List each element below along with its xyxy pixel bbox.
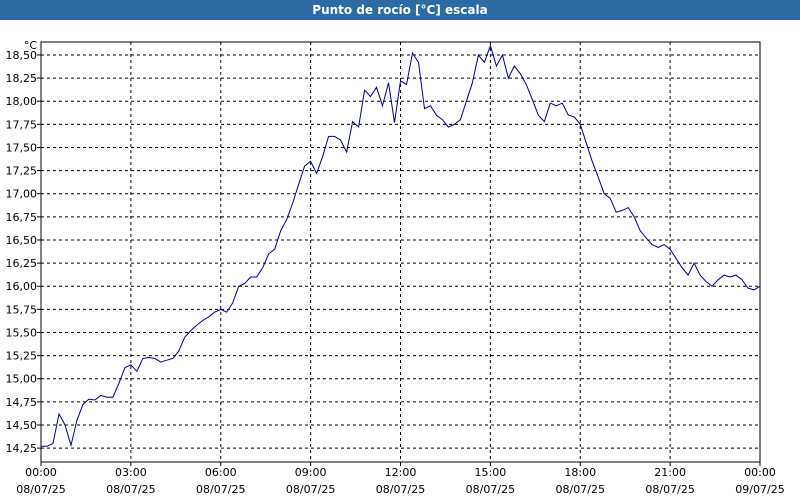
x-tick-label-time: 09:00 (295, 466, 327, 479)
x-tick-label-date: 08/07/25 (466, 483, 515, 496)
dew-point-chart: 14,25 14,50 14,75 15,00 15,25 15,50 15,75 16,00… (6, 39, 785, 496)
x-axis: 00:00 08/07/25 03:00 08/07/25 06:00 08/07/25 0… (16, 462, 785, 496)
y-tick-label: 15,50 (6, 326, 38, 339)
y-tick-label: 17,25 (6, 165, 38, 178)
y-tick-label: 14,25 (6, 442, 38, 455)
y-axis: 14,25 14,50 14,75 15,00 15,25 15,50 15,75 16,00… (6, 49, 41, 455)
y-tick-label: 16,50 (6, 234, 38, 247)
x-tick-label-time: 06:00 (205, 466, 237, 479)
x-tick-label-time: 18:00 (564, 466, 596, 479)
x-tick-label-time: 12:00 (385, 466, 417, 479)
y-tick-label: 14,50 (6, 419, 38, 432)
x-tick-label-date: 08/07/25 (106, 483, 155, 496)
y-tick-label: 18,50 (6, 49, 38, 62)
y-tick-label: 17,75 (6, 118, 38, 131)
x-tick-label-date: 08/07/25 (286, 483, 335, 496)
x-tick-label-time: 03:00 (115, 466, 147, 479)
x-tick-label-date: 08/07/25 (376, 483, 425, 496)
y-tick-label: 16,75 (6, 211, 38, 224)
y-tick-label: 14,75 (6, 396, 38, 409)
y-tick-label: 17,00 (6, 188, 38, 201)
y-tick-label: 18,25 (6, 72, 38, 85)
y-tick-label: 15,25 (6, 350, 38, 363)
x-tick-label-date: 08/07/25 (645, 483, 694, 496)
x-tick-label-time: 00:00 (744, 466, 776, 479)
x-tick-label-time: 00:00 (25, 466, 57, 479)
x-tick-label-date: 09/07/25 (735, 483, 784, 496)
chart-title: Punto de rocío [°C] escala (0, 0, 800, 20)
dew-point-series-line (41, 44, 761, 448)
x-tick-label-time: 15:00 (475, 466, 507, 479)
y-tick-label: 17,50 (6, 141, 38, 154)
x-tick-label-date: 08/07/25 (196, 483, 245, 496)
y-tick-label: 15,00 (6, 373, 38, 386)
x-tick-label-date: 08/07/25 (556, 483, 605, 496)
y-unit-label: °C (24, 39, 38, 52)
y-tick-label: 18,00 (6, 95, 38, 108)
y-tick-label: 16,00 (6, 280, 38, 293)
x-tick-label-date: 08/07/25 (16, 483, 65, 496)
y-tick-label: 15,75 (6, 303, 38, 316)
grid (41, 42, 760, 462)
chart-area: 14,25 14,50 14,75 15,00 15,25 15,50 15,75 16,00… (0, 20, 800, 500)
x-tick-label-time: 21:00 (654, 466, 686, 479)
y-tick-label: 16,25 (6, 257, 38, 270)
